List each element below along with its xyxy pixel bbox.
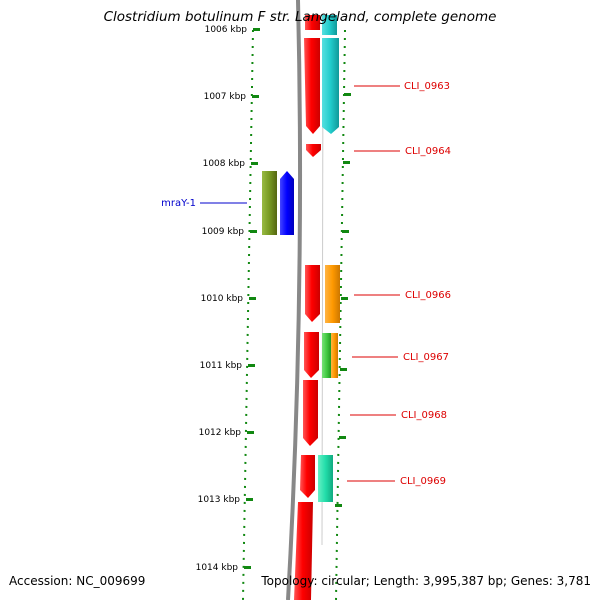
cds-block <box>306 144 321 157</box>
cds-block <box>294 502 313 600</box>
ruler-tick-label: 1010 kbp <box>201 294 244 304</box>
genome-summary-text: Topology: circular; Length: 3,995,387 bp… <box>261 574 591 588</box>
ruler-tick <box>250 230 257 233</box>
gene-label[interactable]: CLI_0966 <box>405 290 451 301</box>
cog-block-cyan <box>322 38 339 134</box>
cog-blocks <box>318 15 340 502</box>
gene-label[interactable]: CLI_0963 <box>404 81 450 92</box>
ruler-tick-label: 1012 kbp <box>199 428 242 438</box>
genome-backbone <box>286 0 303 601</box>
gene-label[interactable]: CLI_0969 <box>400 476 446 487</box>
gene-label[interactable]: CLI_0967 <box>403 352 449 363</box>
gene-label[interactable]: CLI_0964 <box>405 146 451 157</box>
ruler-tick-label: 1006 kbp <box>205 25 248 35</box>
ruler-tick <box>244 566 251 569</box>
gene-label[interactable]: CLI_0968 <box>401 410 447 421</box>
gene-labels: CLI_0963 CLI_0964 mraY-1 CLI_0966 CLI_0967 CL… <box>161 81 451 487</box>
cog-block-orange <box>325 265 340 323</box>
kbp-ruler: 1006 kbp 1007 kbp 1008 kbp 1009 kbp 1010 kbp… <box>196 25 260 573</box>
cds-block <box>305 265 320 322</box>
ruler-tick-label: 1007 kbp <box>204 92 247 102</box>
cog-block-teal <box>318 455 333 502</box>
cog-block-olive <box>262 171 277 235</box>
ruler-tick <box>251 162 258 165</box>
cds-block <box>304 332 319 378</box>
cog-block-cyan <box>322 15 337 35</box>
cds-block <box>300 455 315 498</box>
accession-text: Accession: NC_009699 <box>9 574 146 588</box>
ruler-tick <box>246 498 253 501</box>
ruler-tick-label: 1011 kbp <box>200 361 243 371</box>
cog-block-orange <box>331 333 338 378</box>
cds-block <box>305 15 320 30</box>
ruler-tick <box>253 28 260 31</box>
cds-block-blue <box>280 171 294 235</box>
cds-block <box>303 380 318 446</box>
ruler-tick-label: 1008 kbp <box>203 159 246 169</box>
reverse-strand-cds <box>262 171 294 235</box>
ruler-tick <box>248 364 255 367</box>
cds-block <box>304 38 320 134</box>
ruler-tick-label: 1009 kbp <box>202 227 245 237</box>
ruler-tick-label: 1013 kbp <box>198 495 241 505</box>
cog-block-green <box>322 333 331 378</box>
ruler-tick-label: 1014 kbp <box>196 563 239 573</box>
right-ruler-ticks <box>335 93 351 507</box>
forward-strand-cds <box>294 15 321 600</box>
ruler-tick <box>252 95 259 98</box>
gene-label[interactable]: mraY-1 <box>161 198 196 209</box>
ruler-tick <box>249 297 256 300</box>
ruler-tick <box>247 431 254 434</box>
genome-title: Clostridium botulinum F str. Langeland, … <box>103 9 497 25</box>
